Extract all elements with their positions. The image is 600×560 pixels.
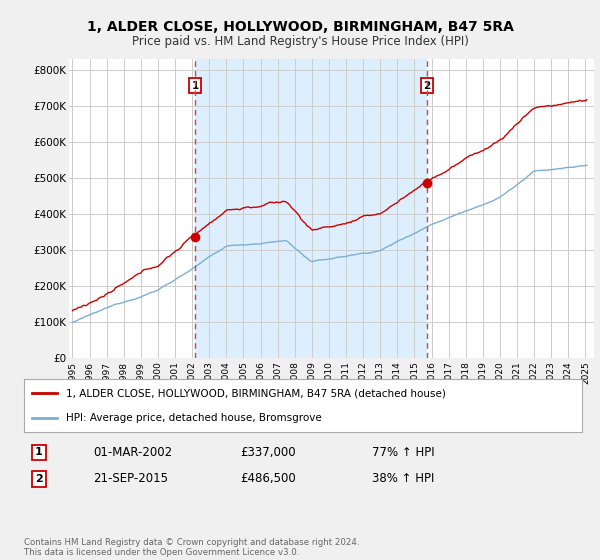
Text: 2: 2: [423, 81, 431, 91]
Text: 1: 1: [191, 81, 199, 91]
Text: Price paid vs. HM Land Registry's House Price Index (HPI): Price paid vs. HM Land Registry's House …: [131, 35, 469, 48]
Text: HPI: Average price, detached house, Bromsgrove: HPI: Average price, detached house, Brom…: [66, 413, 322, 423]
Text: 1, ALDER CLOSE, HOLLYWOOD, BIRMINGHAM, B47 5RA (detached house): 1, ALDER CLOSE, HOLLYWOOD, BIRMINGHAM, B…: [66, 389, 446, 399]
Text: £337,000: £337,000: [240, 446, 296, 459]
Text: Contains HM Land Registry data © Crown copyright and database right 2024.
This d: Contains HM Land Registry data © Crown c…: [24, 538, 359, 557]
Text: 2: 2: [35, 474, 43, 484]
Text: 1, ALDER CLOSE, HOLLYWOOD, BIRMINGHAM, B47 5RA: 1, ALDER CLOSE, HOLLYWOOD, BIRMINGHAM, B…: [86, 20, 514, 34]
Text: 77% ↑ HPI: 77% ↑ HPI: [372, 446, 434, 459]
Text: 01-MAR-2002: 01-MAR-2002: [93, 446, 172, 459]
Text: 1: 1: [35, 447, 43, 458]
Text: 38% ↑ HPI: 38% ↑ HPI: [372, 472, 434, 486]
Bar: [195, 59, 427, 358]
Text: £486,500: £486,500: [240, 472, 296, 486]
Text: 21-SEP-2015: 21-SEP-2015: [93, 472, 168, 486]
